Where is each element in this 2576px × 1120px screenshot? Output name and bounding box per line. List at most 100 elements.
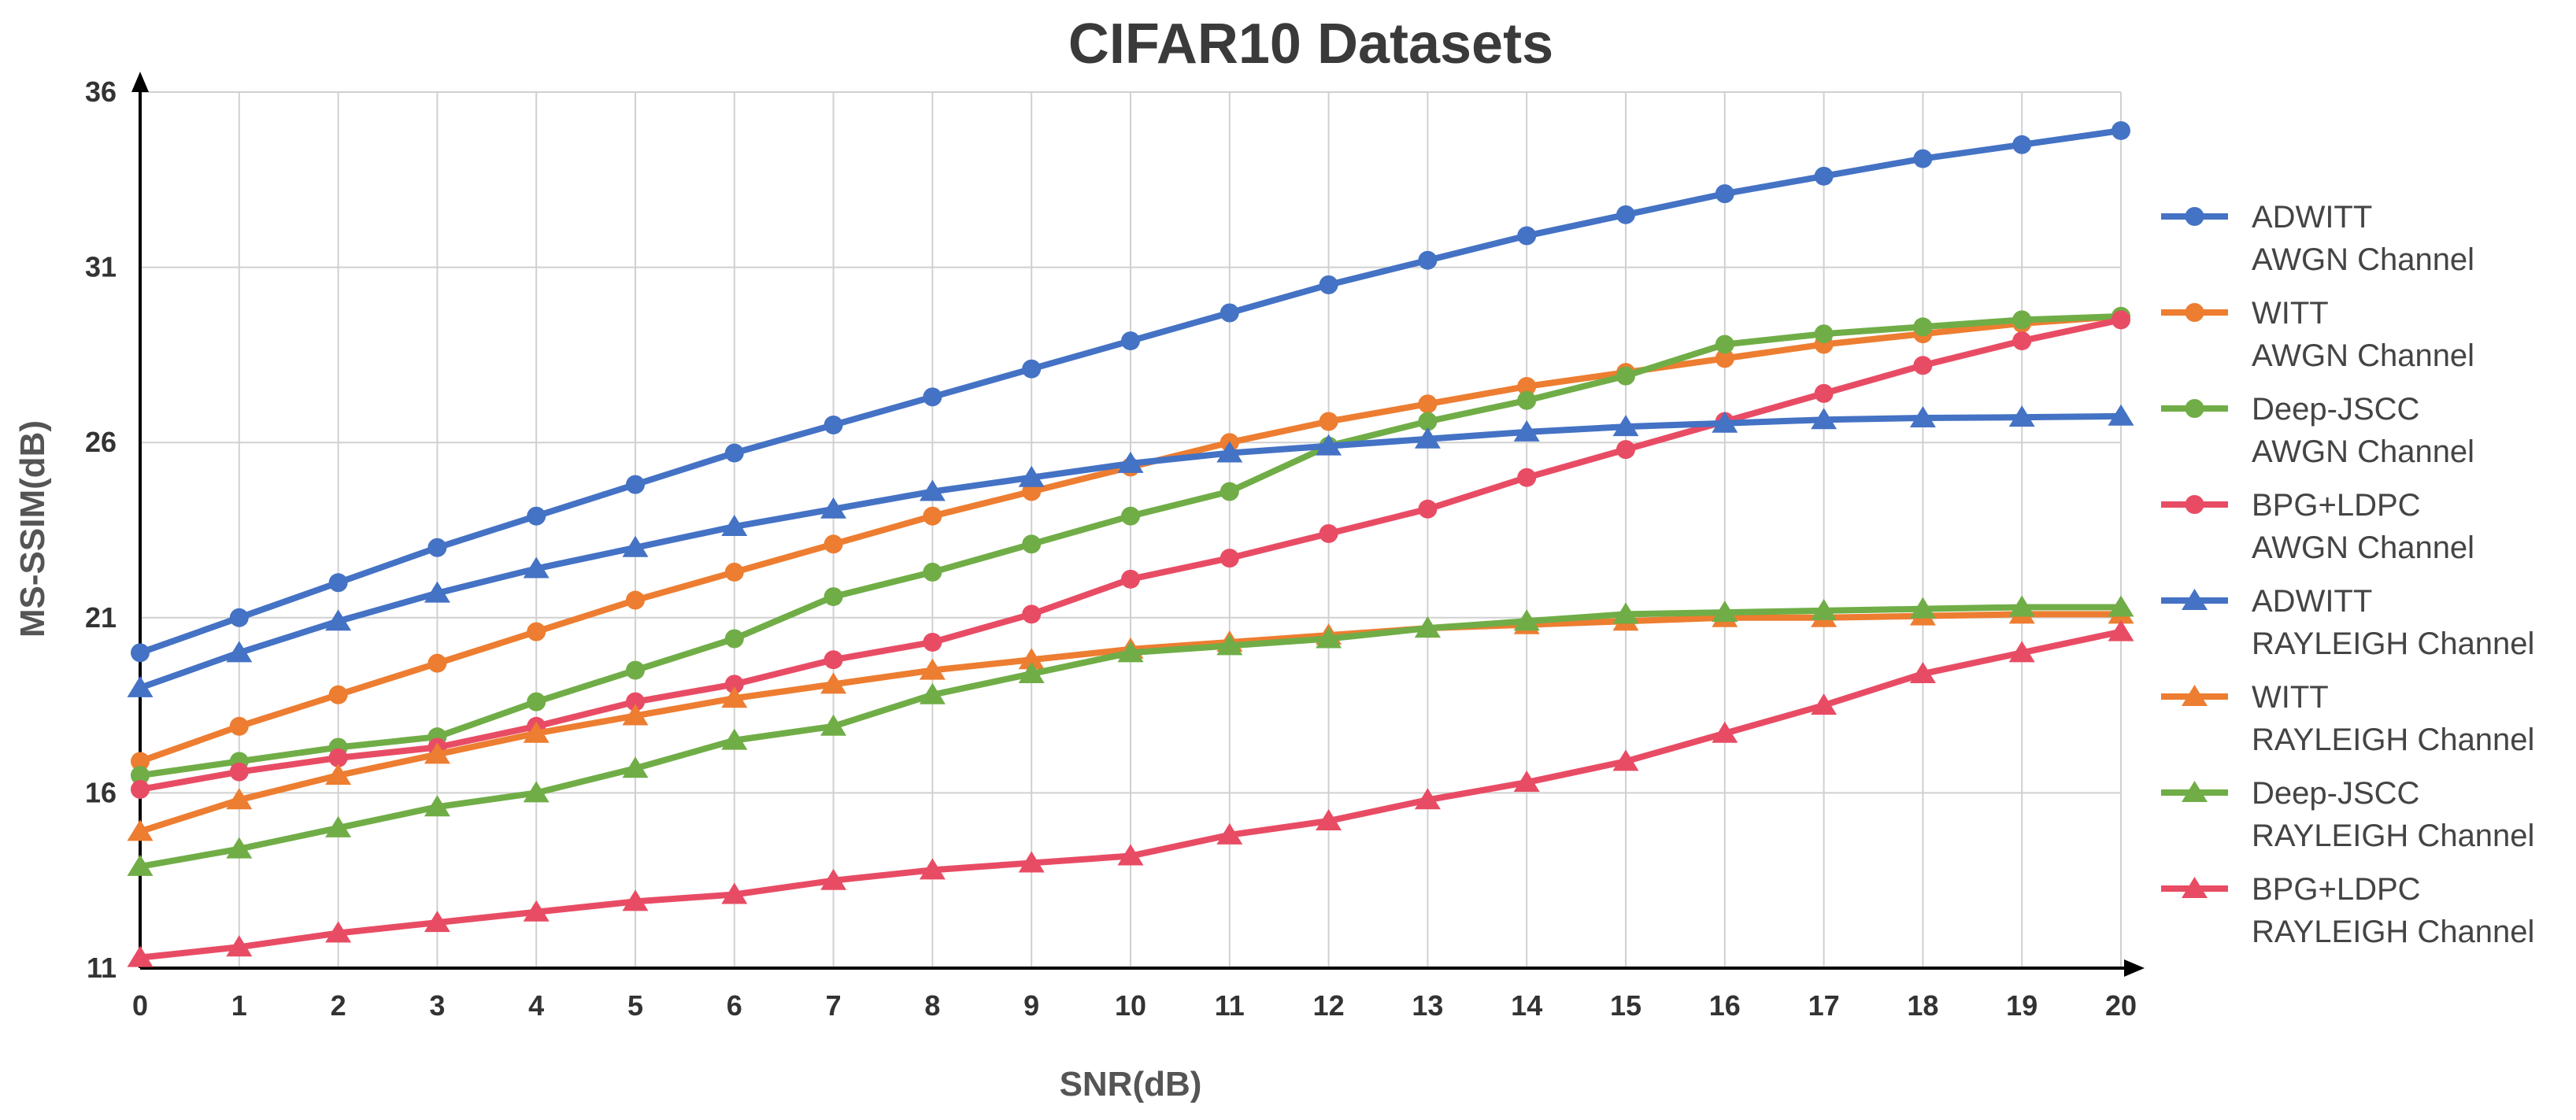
data-point: [1814, 324, 1834, 344]
x-tick-label: 0: [132, 989, 148, 1022]
legend-item: BPG+LDPC RAYLEIGH Channel: [2161, 872, 2534, 949]
x-tick-label: 18: [1907, 989, 1938, 1022]
chart-title: CIFAR10 Datasets: [1068, 13, 1553, 76]
x-tick-label: 10: [1115, 989, 1146, 1022]
data-point: [923, 632, 942, 652]
data-point: [1022, 359, 1042, 379]
x-tick-label: 7: [826, 989, 842, 1022]
data-point: [1418, 412, 1438, 431]
data-point: [721, 882, 748, 904]
data-point: [724, 443, 744, 463]
x-tick-label: 6: [727, 989, 742, 1022]
legend-label: BPG+LDPC: [2252, 488, 2421, 523]
data-point: [1117, 451, 1144, 473]
x-tick-label: 14: [1511, 989, 1542, 1022]
x-axis-title: SNR(dB): [1060, 1065, 1202, 1103]
legend-label-channel: AWGN Channel: [2252, 434, 2474, 469]
data-point: [1913, 149, 1933, 168]
series-lines: [127, 120, 2134, 967]
legend-label: Deep-JSCC: [2252, 392, 2419, 427]
data-point: [626, 692, 645, 712]
data-point: [527, 692, 546, 712]
legend-item: ADWITT RAYLEIGH Channel: [2161, 584, 2534, 661]
series-bpg-ldpc-awgn: [131, 310, 2130, 799]
data-point: [721, 728, 748, 750]
data-point: [1022, 534, 1042, 554]
x-tick-label: 15: [1610, 989, 1641, 1022]
data-point: [1612, 749, 1639, 771]
data-point: [226, 935, 253, 957]
data-point: [622, 535, 649, 557]
data-point: [1316, 627, 1342, 649]
x-tick-label: 1: [231, 989, 247, 1022]
data-point: [523, 781, 550, 803]
data-point: [424, 911, 450, 933]
legend-label: BPG+LDPC: [2252, 872, 2421, 907]
data-point: [1414, 788, 1441, 810]
data-point: [923, 387, 942, 407]
x-tick-label: 5: [627, 989, 643, 1022]
legend-label: WITT: [2252, 680, 2329, 715]
legend-label-channel: AWGN Channel: [2252, 530, 2474, 565]
data-point: [1712, 601, 1738, 623]
y-tick-label: 26: [85, 426, 117, 458]
x-tick-label: 2: [331, 989, 346, 1022]
data-point: [325, 921, 352, 943]
data-point: [424, 742, 450, 764]
data-point: [824, 650, 843, 670]
grid: [139, 91, 2122, 969]
x-tick-label: 12: [1313, 989, 1345, 1022]
data-point: [1811, 693, 1838, 715]
tick-labels: 0 1 2 3 4 5 6 7 8 9 10 11 12 13 14 15 16 17 18 19 2011162126…: [85, 76, 2137, 1022]
x-axis-arrow: [2124, 959, 2145, 977]
data-point: [424, 795, 450, 817]
data-point: [1811, 408, 1838, 430]
series-deep-jscc-rayleigh: [127, 595, 2134, 876]
y-axis-arrow: [131, 72, 149, 92]
data-point: [1220, 482, 1239, 501]
data-point: [127, 945, 154, 967]
data-point: [527, 506, 546, 526]
data-point: [820, 714, 847, 736]
data-point: [2012, 331, 2032, 351]
data-point: [328, 748, 348, 767]
data-point: [923, 562, 942, 582]
legend-label-channel: RAYLEIGH Channel: [2252, 723, 2534, 757]
data-point: [1121, 569, 1140, 589]
data-point: [1616, 440, 1635, 460]
data-point: [2008, 595, 2035, 617]
data-point: [1319, 412, 1338, 431]
data-point: [229, 608, 249, 627]
data-point: [1121, 506, 1140, 526]
legend-item: Deep-JSCC RAYLEIGH Channel: [2161, 776, 2534, 853]
data-point: [824, 415, 843, 434]
legend-label-channel: RAYLEIGH Channel: [2252, 915, 2534, 949]
data-point: [1913, 356, 1933, 375]
data-point: [919, 858, 946, 880]
legend-item: ADWITT AWGN Channel: [2161, 200, 2474, 277]
data-point: [1517, 226, 1537, 246]
data-point: [724, 629, 744, 649]
x-tick-label: 4: [528, 989, 544, 1022]
data-point: [1909, 662, 1936, 684]
data-point: [1811, 598, 1838, 620]
data-point: [820, 868, 847, 890]
legend-item: Deep-JSCC AWGN Channel: [2161, 392, 2474, 469]
data-point: [1018, 465, 1045, 487]
data-point: [1517, 390, 1537, 410]
data-point: [824, 587, 843, 607]
data-point: [328, 685, 348, 704]
data-point: [1117, 844, 1144, 866]
data-point: [2108, 595, 2134, 617]
data-point: [919, 479, 946, 501]
data-point: [2008, 405, 2035, 427]
x-tick-label: 13: [1412, 989, 1443, 1022]
data-point: [131, 766, 150, 785]
data-point: [1418, 499, 1438, 519]
data-point: [1712, 411, 1738, 433]
legend-label-channel: AWGN Channel: [2252, 338, 2474, 373]
data-point: [1513, 420, 1540, 442]
data-point: [1712, 721, 1738, 743]
data-point: [724, 562, 744, 582]
